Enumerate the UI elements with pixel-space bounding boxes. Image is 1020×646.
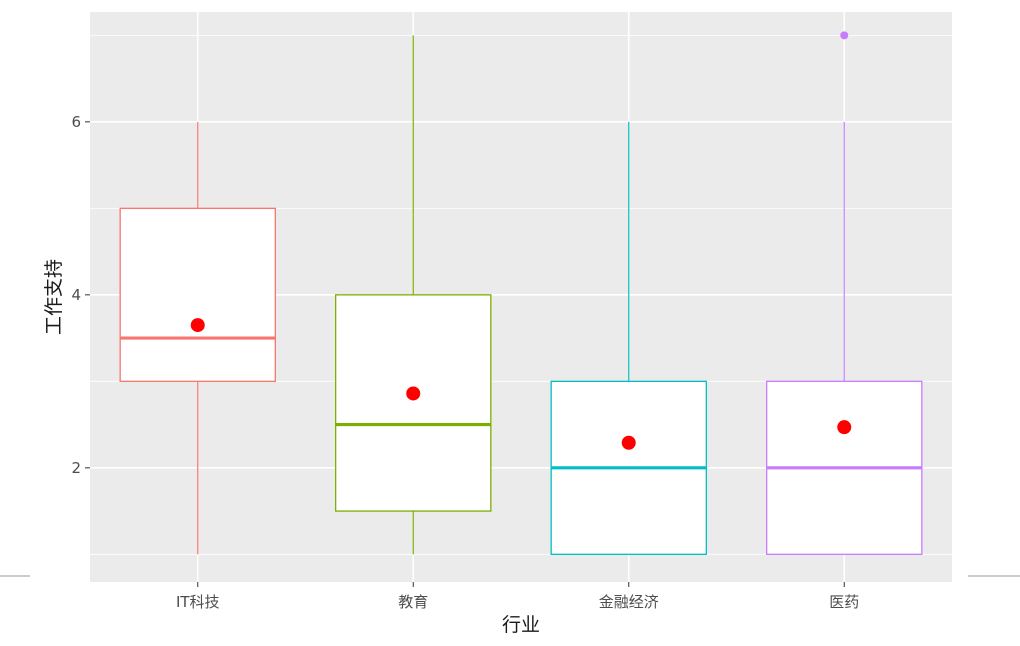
mean-point — [837, 420, 852, 435]
y-axis: 2 4 6 — [71, 113, 90, 477]
x-axis: IT科技 教育 金融经济 医药 — [176, 582, 859, 611]
mean-point — [190, 318, 205, 333]
box-group — [335, 35, 492, 555]
y-tick-label: 6 — [71, 113, 81, 131]
box-group — [119, 121, 276, 555]
boxes-layer — [119, 31, 923, 555]
y-axis-title: 工作支持 — [43, 259, 65, 335]
x-tick-label: IT科技 — [176, 593, 220, 611]
x-axis-title: 行业 — [502, 614, 540, 636]
box-group — [550, 121, 707, 555]
outlier-point — [840, 31, 849, 40]
box-iqr — [335, 294, 492, 512]
y-tick-label: 2 — [71, 459, 81, 477]
x-tick-label: 教育 — [398, 593, 428, 611]
mean-point — [621, 435, 636, 450]
box-iqr — [119, 207, 276, 382]
x-tick-label: 医药 — [829, 593, 859, 611]
box-group — [766, 31, 923, 555]
x-tick-label: 金融经济 — [599, 593, 659, 611]
y-tick-label: 4 — [71, 286, 81, 304]
mean-point — [406, 386, 421, 401]
